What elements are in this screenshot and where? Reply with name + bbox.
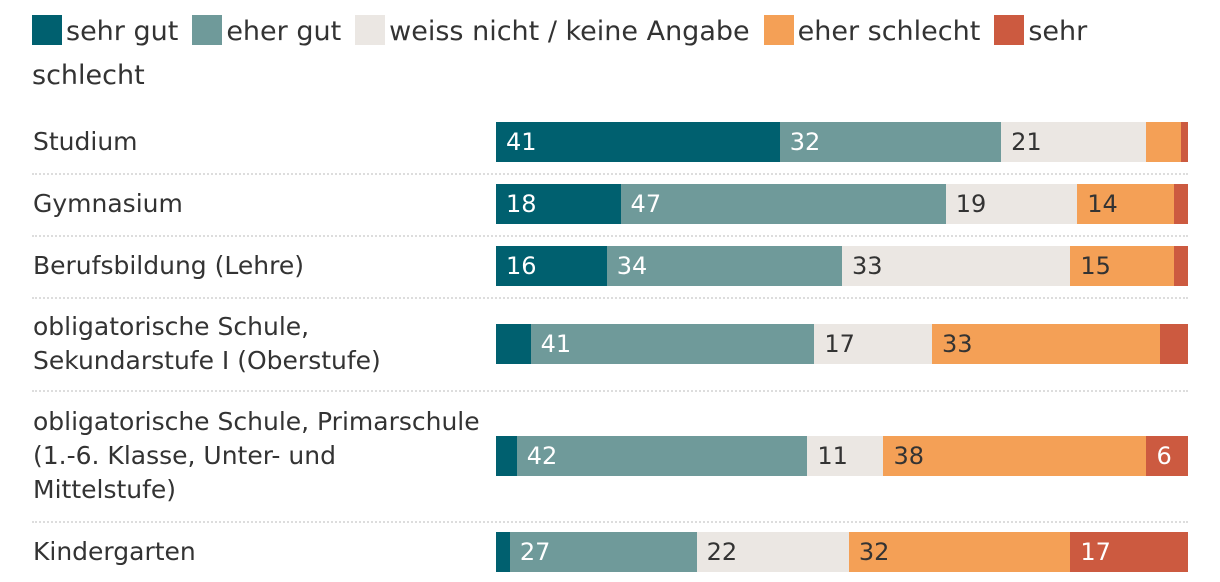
data-label: 33 — [941, 330, 973, 358]
data-label: 11 — [817, 442, 848, 470]
stacked-bar: 27 22 32 17 — [496, 532, 1188, 572]
bar-segment — [1181, 122, 1188, 162]
category-label: Berufsbildung (Lehre) — [33, 251, 304, 280]
legend-item: sehr gut — [32, 15, 179, 47]
stacked-bar: 16 34 33 15 — [496, 246, 1188, 286]
data-label: 19 — [955, 190, 987, 218]
legend-item: eher gut — [192, 15, 342, 47]
bar-segment: 15 — [1070, 246, 1175, 286]
bar-segment: 17 — [1070, 532, 1188, 572]
data-label: 16 — [506, 252, 537, 280]
data-label: 38 — [893, 442, 925, 470]
bar-segment — [1174, 246, 1188, 286]
stacked-bar: 42 11 38 6 — [496, 436, 1188, 476]
bar-segment: 6 — [1146, 436, 1188, 476]
bar-segment: 11 — [807, 436, 884, 476]
bar-segment: 17 — [814, 324, 932, 364]
bar-segment: 32 — [779, 122, 1002, 162]
bar-segment: 47 — [620, 184, 946, 224]
data-label: 17 — [824, 330, 855, 358]
bar-segment: 18 — [496, 184, 621, 224]
bar-segment: 34 — [606, 246, 842, 286]
legend-label: sehr schlecht — [32, 16, 1088, 91]
bar-segment: 21 — [1001, 122, 1147, 162]
bar-segment: 38 — [883, 436, 1147, 476]
data-label: 15 — [1080, 252, 1111, 280]
bar-segment: 42 — [516, 436, 808, 476]
bar-segment — [496, 436, 517, 476]
data-label: 42 — [526, 442, 558, 470]
legend-label: eher schlecht — [797, 16, 981, 47]
data-label: 34 — [616, 252, 648, 280]
bar-segment: 22 — [696, 532, 849, 572]
legend-item: sehr schlecht — [32, 15, 1088, 91]
bar-segment: 41 — [530, 324, 815, 364]
legend-swatch — [32, 15, 62, 45]
legend-item: weiss nicht / keine Angabe — [355, 15, 750, 47]
data-label: 32 — [789, 128, 821, 156]
row-divider — [32, 390, 1188, 392]
data-label: 47 — [630, 190, 662, 218]
category-label: Gymnasium — [33, 189, 183, 218]
bar-segment: 14 — [1077, 184, 1175, 224]
legend-swatch — [763, 15, 794, 45]
data-label: 14 — [1087, 190, 1118, 218]
bar-segment: 33 — [841, 246, 1071, 286]
legend-item: eher schlecht — [763, 15, 981, 47]
bar-segment: 33 — [931, 324, 1161, 364]
data-label: 27 — [519, 538, 551, 566]
data-label: 32 — [858, 538, 890, 566]
stacked-bar: 18 47 19 14 — [496, 184, 1188, 224]
data-label: 18 — [506, 190, 537, 218]
legend: sehr gut eher gut weiss nicht / keine Anga… — [32, 10, 1192, 98]
row-divider — [32, 173, 1188, 175]
category-label: Studium — [33, 127, 138, 156]
bar-segment — [1174, 184, 1188, 224]
legend-label: weiss nicht / keine Angabe — [389, 16, 750, 47]
category-label: obligatorische Schule, Primarschule (1.-… — [33, 407, 480, 504]
bar-segment: 16 — [496, 246, 607, 286]
bar-segment — [496, 324, 531, 364]
legend-swatch — [192, 15, 223, 45]
data-label: 21 — [1011, 128, 1042, 156]
bar-segment — [1146, 122, 1182, 162]
bar-segment: 19 — [945, 184, 1078, 224]
data-label: 6 — [1156, 442, 1172, 470]
bar-segment: 32 — [848, 532, 1071, 572]
stacked-bar: 41 32 21 — [496, 122, 1188, 162]
data-label: 41 — [540, 330, 572, 358]
data-label: 41 — [506, 128, 537, 156]
bar-segment: 41 — [496, 122, 780, 162]
bar-segment: 27 — [509, 532, 697, 572]
bar-segment — [496, 532, 510, 572]
row-divider — [32, 235, 1188, 237]
legend-label: sehr gut — [66, 16, 179, 47]
data-label: 22 — [706, 538, 738, 566]
row-divider — [32, 521, 1188, 523]
stacked-bar: 41 17 33 — [496, 324, 1188, 364]
legend-label: eher gut — [226, 16, 342, 47]
data-label: 33 — [851, 252, 883, 280]
row-divider — [32, 297, 1188, 299]
category-label: obligatorische Schule, Sekundarstufe I (… — [33, 312, 381, 375]
legend-swatch — [355, 15, 386, 45]
data-label: 17 — [1080, 538, 1111, 566]
legend-swatch — [994, 15, 1025, 45]
bar-segment — [1160, 324, 1188, 364]
category-label: Kindergarten — [33, 537, 196, 566]
